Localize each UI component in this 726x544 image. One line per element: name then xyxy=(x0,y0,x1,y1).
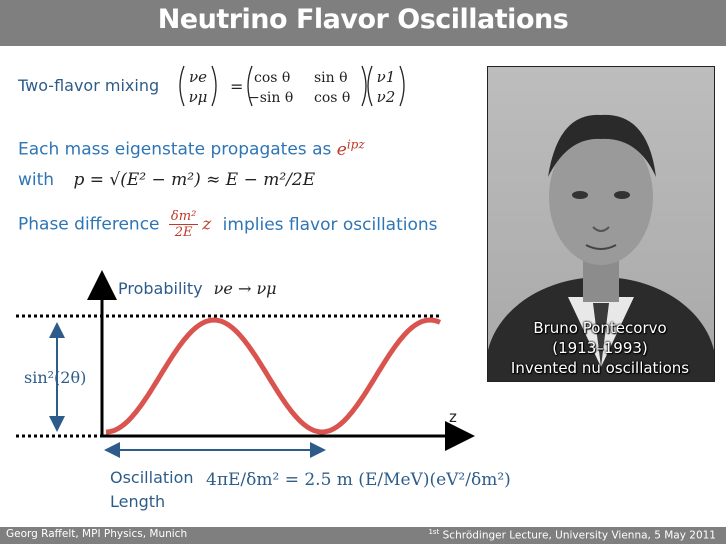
phase-z: z xyxy=(202,214,212,235)
matrix-cos-2: cos θ xyxy=(314,90,350,106)
matrix-cos: cos θ xyxy=(254,70,290,86)
propagation-text: Each mass eigenstate propagates as xyxy=(18,139,332,160)
matrix-sin: sin θ xyxy=(314,70,348,86)
mixing-matrix: νe νμ = cos θ sin θ −sin θ cos θ ν1 ν2 xyxy=(176,64,406,116)
portrait-icon xyxy=(488,114,714,381)
phase-difference-line: Phase difference δm² 2E z implies flavor… xyxy=(18,209,438,240)
phase-fraction: δm² 2E xyxy=(168,209,199,240)
svg-text:=: = xyxy=(230,77,243,96)
momentum-formula: p = √(E² − m²) ≈ E − m²/2E xyxy=(73,170,316,190)
mixing-label: Two-flavor mixing xyxy=(18,76,160,95)
oscillation-length-formula: 4πE/δm² = 2.5 m (E/MeV)(eV²/δm²) xyxy=(206,470,511,490)
caption-name: Bruno Pontecorvo xyxy=(533,319,667,337)
implies-text: implies flavor oscillations xyxy=(222,214,438,235)
matrix-msin: −sin θ xyxy=(248,90,293,106)
footer-bar: Georg Raffelt, MPI Physics, Munich 1st S… xyxy=(0,527,726,544)
title-bar xyxy=(0,0,726,46)
portrait-photo xyxy=(487,66,715,382)
matrix-nu-e: νe xyxy=(189,68,207,86)
probability-label: Probability νe → νμ xyxy=(118,279,277,298)
phase-difference-label: Phase difference xyxy=(18,214,160,235)
slide-title: Neutrino Flavor Oscillations xyxy=(157,4,569,35)
momentum-line: with p = √(E² − m²) ≈ E − m²/2E xyxy=(18,170,315,190)
caption-years: (1913–1993) xyxy=(552,339,648,357)
portrait-caption: Bruno Pontecorvo (1913–1993) Invented nu… xyxy=(487,318,713,378)
probability-curve xyxy=(105,317,442,435)
oscillation-length-label: Oscillation Length xyxy=(110,468,194,511)
propagation-line: Each mass eigenstate propagates as eipz xyxy=(18,137,365,160)
matrix-nu-1: ν1 xyxy=(377,68,396,86)
matrix-nu-mu: νμ xyxy=(189,88,208,106)
z-axis-label: z xyxy=(449,408,457,426)
amplitude-label: sin²(2θ) xyxy=(24,368,87,387)
footer-event: 1st Schrödinger Lecture, University Vien… xyxy=(428,528,716,542)
phase-factor: eipz xyxy=(336,137,365,160)
matrix-nu-2: ν2 xyxy=(377,88,396,106)
with-label: with xyxy=(18,170,55,190)
caption-note: Invented nu oscillations xyxy=(510,359,690,377)
footer-author: Georg Raffelt, MPI Physics, Munich xyxy=(6,528,188,540)
